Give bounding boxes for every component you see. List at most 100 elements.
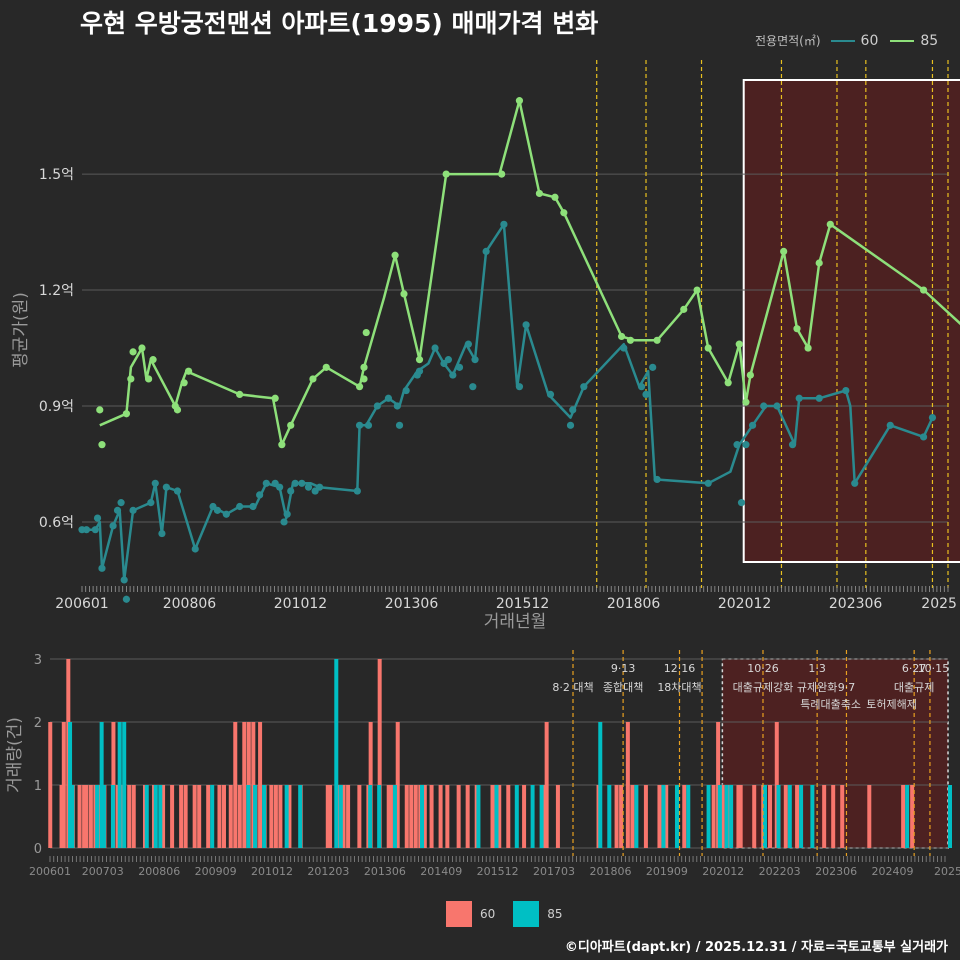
data-point-60 bbox=[653, 475, 661, 484]
bar-x-tick-label: 202409 bbox=[871, 865, 913, 878]
policy-annotation: 12·16 bbox=[664, 662, 696, 675]
volume-bar-85 bbox=[810, 785, 815, 848]
data-point-60 bbox=[158, 529, 166, 538]
data-point-60 bbox=[93, 514, 102, 522]
volume-bar-85 bbox=[420, 785, 425, 848]
data-point-60 bbox=[113, 506, 122, 514]
data-point-60 bbox=[364, 421, 373, 429]
data-point-85 bbox=[742, 398, 750, 406]
volume-bar-60 bbox=[783, 785, 788, 848]
data-point-60 bbox=[788, 441, 797, 449]
volume-bar-60 bbox=[127, 785, 132, 848]
data-point-60 bbox=[642, 390, 650, 399]
volume-bar-60 bbox=[59, 785, 64, 848]
data-point-60 bbox=[886, 421, 894, 429]
policy-annotation: 5 bbox=[942, 662, 949, 675]
data-point-60 bbox=[795, 394, 803, 402]
volume-bar-85 bbox=[110, 785, 115, 848]
volume-bar-60 bbox=[237, 785, 242, 848]
volume-bar-60 bbox=[711, 785, 716, 848]
volume-bar-85 bbox=[153, 785, 158, 848]
data-point-60 bbox=[222, 510, 230, 518]
bar-x-tick-label: 201703 bbox=[533, 865, 575, 878]
data-point-85 bbox=[287, 421, 295, 429]
bar-y-tick-label: 2 bbox=[34, 716, 42, 731]
volume-bar-85 bbox=[717, 785, 722, 848]
volume-bar-60 bbox=[643, 785, 648, 848]
volume-bar-60 bbox=[736, 785, 741, 848]
data-point-85 bbox=[145, 375, 153, 383]
data-point-85 bbox=[129, 348, 137, 356]
volume-bar-60 bbox=[544, 722, 549, 848]
data-point-85 bbox=[236, 390, 244, 399]
volume-bar-60 bbox=[242, 722, 247, 848]
x-tick-label: 202012 bbox=[718, 596, 771, 612]
legend-swatch-60 bbox=[830, 39, 855, 42]
volume-bar-85 bbox=[101, 785, 106, 848]
volume-bar-60 bbox=[614, 785, 619, 848]
data-point-60 bbox=[109, 522, 117, 530]
data-point-85 bbox=[391, 251, 399, 259]
data-point-60 bbox=[262, 479, 270, 487]
volume-bar-85 bbox=[607, 785, 612, 848]
data-point-60 bbox=[213, 506, 222, 514]
volume-bar-85 bbox=[661, 785, 666, 848]
bar-y-tick-label: 3 bbox=[34, 653, 42, 668]
policy-annotation: 1·3 bbox=[808, 662, 826, 675]
bar-x-tick-label: 201806 bbox=[589, 865, 631, 878]
x-tick-label: 202306 bbox=[829, 596, 883, 612]
volume-bar-60 bbox=[228, 785, 233, 848]
volume-bar-85 bbox=[68, 722, 73, 848]
policy-annotation: 대출규제 bbox=[894, 681, 934, 694]
volume-bar-60 bbox=[131, 785, 136, 848]
data-point-60 bbox=[569, 406, 577, 414]
volume-bar-85 bbox=[338, 785, 343, 848]
y-tick-label: 0.9억 bbox=[39, 399, 74, 415]
x-tick-label: 201512 bbox=[496, 596, 549, 612]
x-tick-label: 2025 bbox=[921, 596, 957, 612]
volume-bar-60 bbox=[325, 785, 330, 848]
data-point-60 bbox=[129, 506, 137, 514]
data-point-85 bbox=[617, 332, 626, 341]
data-point-60 bbox=[98, 564, 106, 572]
data-point-60 bbox=[304, 483, 313, 491]
data-point-60 bbox=[469, 383, 477, 391]
volume-bar-60 bbox=[506, 785, 511, 848]
volume-bar-60 bbox=[522, 785, 527, 848]
data-point-85 bbox=[122, 410, 131, 418]
data-point-60 bbox=[256, 491, 264, 499]
data-point-85 bbox=[180, 379, 188, 387]
data-point-85 bbox=[362, 328, 370, 337]
x-tick-label: 201306 bbox=[385, 596, 439, 612]
volume-bar-60 bbox=[720, 785, 725, 848]
data-point-60 bbox=[737, 499, 746, 507]
data-point-60 bbox=[773, 402, 781, 410]
data-point-60 bbox=[500, 220, 508, 228]
legend-swatch-85 bbox=[890, 39, 915, 42]
bar-y-tick-label: 0 bbox=[34, 842, 42, 857]
volume-bar-60 bbox=[217, 785, 222, 848]
data-point-60 bbox=[515, 383, 524, 391]
volume-bar-60 bbox=[197, 785, 202, 848]
bar-x-tick-label: 201909 bbox=[646, 865, 688, 878]
volume-bar-60 bbox=[269, 785, 274, 848]
volume-bar-60 bbox=[619, 785, 624, 848]
volume-bar-85 bbox=[530, 785, 535, 848]
data-point-85 bbox=[309, 375, 317, 383]
data-point-60 bbox=[546, 390, 555, 399]
data-point-85 bbox=[704, 344, 712, 352]
data-point-60 bbox=[815, 394, 823, 402]
bar-x-tick-label: 200703 bbox=[82, 865, 124, 878]
data-point-60 bbox=[91, 526, 99, 534]
volume-bar-85 bbox=[686, 785, 691, 848]
volume-bar-60 bbox=[630, 785, 635, 848]
data-point-60 bbox=[704, 479, 712, 487]
bar-y-axis-title: 거래량(건) bbox=[5, 717, 25, 793]
bar-x-tick-label: 202203 bbox=[759, 865, 801, 878]
volume-bar-85 bbox=[99, 722, 104, 848]
data-point-60 bbox=[733, 441, 741, 449]
data-point-60 bbox=[482, 247, 490, 255]
volume-bar-60 bbox=[497, 785, 502, 848]
data-point-85 bbox=[322, 363, 330, 371]
volume-bar-60 bbox=[429, 785, 434, 848]
